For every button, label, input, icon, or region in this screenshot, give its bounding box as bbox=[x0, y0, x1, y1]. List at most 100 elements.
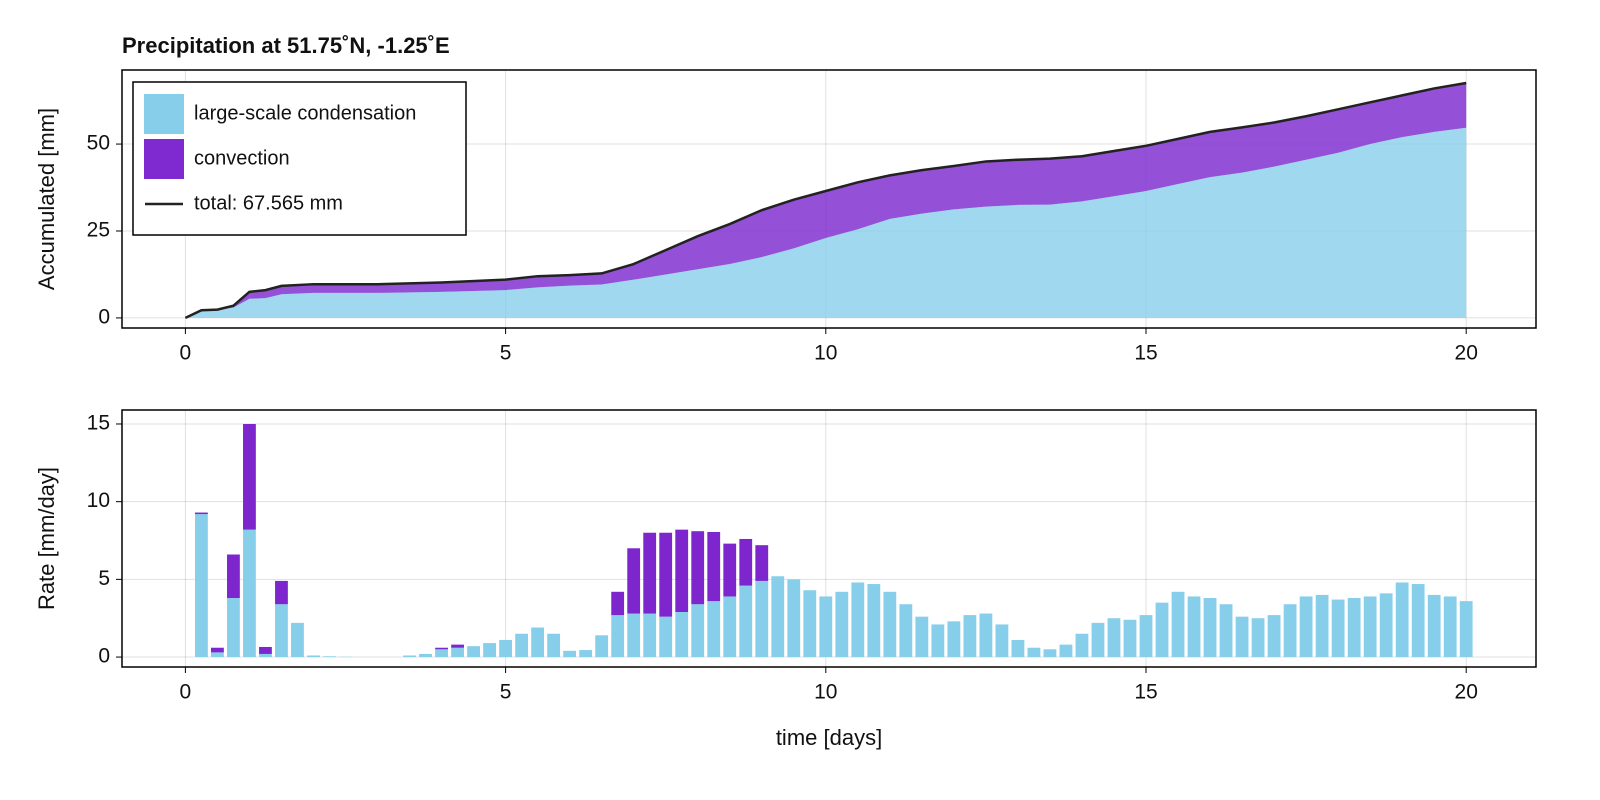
bar bbox=[275, 604, 288, 658]
bar bbox=[947, 621, 961, 658]
bar bbox=[915, 616, 929, 658]
bar bbox=[707, 531, 721, 602]
bar bbox=[1139, 615, 1153, 658]
legend-label: total: 67.565 mm bbox=[194, 192, 343, 214]
legend-label: convection bbox=[194, 147, 290, 169]
bar bbox=[787, 579, 801, 658]
bar bbox=[323, 656, 336, 658]
plot-frame bbox=[121, 69, 1537, 329]
bar bbox=[739, 585, 753, 658]
y-tick-label: 0 bbox=[98, 645, 110, 668]
x-tick-label: 10 bbox=[814, 342, 837, 365]
bar bbox=[1203, 598, 1217, 658]
bar bbox=[1171, 591, 1185, 658]
bar bbox=[1427, 594, 1441, 658]
bar bbox=[755, 580, 769, 658]
bar bbox=[275, 580, 288, 605]
bar bbox=[1075, 633, 1089, 658]
bar bbox=[259, 653, 272, 658]
bar bbox=[451, 647, 464, 658]
bar bbox=[595, 635, 609, 658]
x-tick-label: 5 bbox=[500, 681, 512, 704]
area bbox=[185, 82, 1467, 318]
bar bbox=[1091, 622, 1105, 658]
x-tick-label: 0 bbox=[180, 681, 192, 704]
bar bbox=[419, 653, 432, 658]
bar bbox=[515, 633, 529, 658]
x-tick-label: 15 bbox=[1134, 681, 1157, 704]
bar bbox=[1187, 596, 1201, 658]
y-tick-label: 50 bbox=[87, 132, 110, 155]
x-tick-label: 15 bbox=[1134, 342, 1157, 365]
x-tick-label: 20 bbox=[1455, 342, 1478, 365]
bar bbox=[691, 531, 705, 605]
x-tick-label: 0 bbox=[180, 342, 192, 365]
area bbox=[185, 127, 1467, 318]
bar bbox=[243, 423, 256, 530]
bar bbox=[403, 655, 416, 658]
bar bbox=[1395, 582, 1409, 658]
y-axis-label: Accumulated [mm] bbox=[34, 108, 59, 290]
bar bbox=[899, 604, 913, 658]
bar bbox=[243, 529, 256, 658]
bar bbox=[211, 652, 224, 658]
bar bbox=[1011, 639, 1025, 658]
bar bbox=[771, 576, 785, 658]
bar bbox=[627, 548, 641, 614]
bar bbox=[1043, 649, 1057, 658]
bar bbox=[819, 596, 833, 658]
chart-title: Precipitation at 51.75˚N, -1.25˚E bbox=[122, 33, 450, 58]
y-tick-label: 25 bbox=[87, 219, 110, 242]
bar bbox=[835, 591, 849, 658]
bar bbox=[963, 615, 977, 658]
bar bbox=[195, 514, 208, 658]
legend: large-scale condensation convection total:… bbox=[132, 81, 467, 236]
bar bbox=[483, 643, 496, 658]
bar bbox=[1027, 647, 1041, 658]
bar bbox=[643, 532, 657, 614]
x-tick-label: 20 bbox=[1455, 681, 1478, 704]
bar bbox=[1331, 599, 1345, 658]
bar bbox=[451, 644, 464, 648]
bar bbox=[1219, 604, 1233, 658]
bar bbox=[499, 639, 513, 658]
bar bbox=[1347, 598, 1361, 658]
bar bbox=[227, 554, 240, 599]
bar bbox=[851, 582, 865, 658]
bar bbox=[259, 646, 272, 654]
bar bbox=[435, 647, 448, 650]
x-tick-label: 5 bbox=[500, 342, 512, 365]
y-tick-label: 5 bbox=[98, 567, 110, 590]
bar bbox=[643, 613, 657, 658]
bar bbox=[659, 532, 673, 617]
bar bbox=[1459, 601, 1473, 658]
total-line bbox=[184, 81, 1467, 320]
bar bbox=[867, 584, 881, 658]
bar bbox=[1299, 596, 1313, 658]
bar bbox=[1363, 596, 1377, 658]
bar bbox=[531, 627, 545, 658]
bar bbox=[755, 545, 769, 581]
bar bbox=[307, 655, 320, 658]
bar bbox=[547, 633, 561, 658]
legend-box bbox=[132, 81, 467, 236]
y-tick-label: 10 bbox=[87, 489, 110, 512]
bar bbox=[1107, 618, 1121, 658]
bar bbox=[291, 622, 304, 658]
x-tick-label: 10 bbox=[814, 681, 837, 704]
bar bbox=[195, 512, 208, 515]
bar bbox=[1315, 594, 1329, 658]
bar bbox=[435, 649, 448, 658]
bar bbox=[931, 624, 945, 658]
y-tick-label: 15 bbox=[87, 412, 110, 435]
bar bbox=[723, 596, 737, 658]
bar bbox=[979, 613, 993, 658]
bar bbox=[611, 591, 625, 616]
legend-swatch bbox=[144, 94, 184, 134]
bar bbox=[803, 590, 817, 658]
bar bbox=[739, 538, 753, 586]
bar bbox=[675, 611, 689, 658]
bar bbox=[211, 647, 224, 653]
y-tick-label: 0 bbox=[98, 305, 110, 328]
